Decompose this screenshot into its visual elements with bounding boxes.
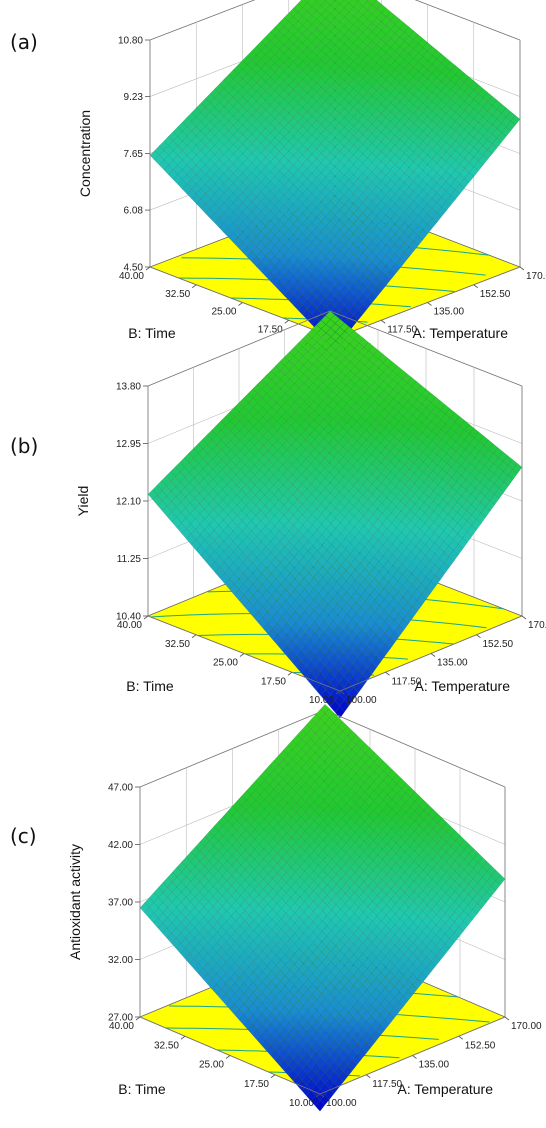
- y-tick-label: 32.50: [165, 639, 190, 650]
- y-tick-mark: [192, 635, 196, 638]
- y-tick-label: 10.00: [289, 1098, 314, 1109]
- response-surface: [150, 0, 520, 349]
- chart-panel-a: (a) 100.00117.50135.00152.50170.0010.001…: [0, 0, 546, 376]
- z-tick-label: 13.80: [116, 382, 141, 393]
- z-tick-label: 4.50: [124, 263, 144, 274]
- x-tick-mark: [522, 616, 526, 619]
- z-axis-title: Concentration: [77, 110, 93, 197]
- y-tick-label: 17.50: [258, 324, 283, 335]
- x-tick-label: 100.00: [346, 695, 377, 706]
- surface-plot: 100.00117.50135.00152.50170.0010.0017.50…: [0, 0, 546, 376]
- y-tick-label: 10.00: [309, 695, 334, 706]
- y-tick-mark: [192, 285, 196, 288]
- x-axis-title: A: Temperature: [415, 678, 511, 694]
- surface-plot: 100.00117.50135.00152.50170.0010.0017.50…: [0, 752, 546, 1128]
- chart-panel-b: (b) 100.00117.50135.00152.50170.0010.001…: [0, 376, 546, 752]
- x-tick-label: 170.00: [511, 1021, 542, 1032]
- z-tick-label: 27.00: [108, 1013, 133, 1024]
- z-tick-label: 42.00: [108, 840, 133, 851]
- z-tick-label: 12.10: [116, 497, 141, 508]
- x-axis-title: A: Temperature: [413, 325, 509, 341]
- x-tick-label: 152.50: [465, 1040, 496, 1051]
- x-tick-label: 152.50: [480, 289, 511, 300]
- y-axis-title: B: Time: [128, 325, 176, 341]
- y-tick-mark: [181, 1036, 185, 1039]
- y-tick-label: 25.00: [213, 658, 238, 669]
- x-tick-mark: [386, 672, 390, 675]
- x-tick-label: 100.00: [326, 1098, 357, 1109]
- y-tick-label: 25.00: [211, 307, 236, 318]
- x-tick-mark: [381, 320, 385, 323]
- x-tick-label: 170.00: [528, 620, 546, 631]
- z-tick-label: 9.23: [124, 92, 144, 103]
- x-tick-label: 152.50: [483, 639, 514, 650]
- y-tick-label: 32.50: [165, 289, 190, 300]
- x-tick-label: 135.00: [437, 658, 468, 669]
- y-tick-mark: [136, 1017, 140, 1020]
- z-tick-label: 6.08: [124, 206, 144, 217]
- surface-plot: 100.00117.50135.00152.50170.0010.0017.50…: [0, 376, 546, 752]
- chart-panel-c: (c) 100.00 117.50 135.00 152.50 170.00 10.00 1…: [0, 752, 546, 1128]
- y-axis-title: B: Time: [126, 678, 174, 694]
- y-tick-mark: [226, 1056, 230, 1059]
- x-tick-mark: [431, 654, 435, 657]
- y-tick-mark: [285, 320, 289, 323]
- y-tick-label: 25.00: [199, 1060, 224, 1071]
- x-tick-mark: [505, 1017, 509, 1020]
- y-tick-mark: [239, 303, 243, 306]
- z-tick-label: 10.40: [116, 612, 141, 623]
- y-tick-mark: [146, 267, 150, 270]
- z-tick-label: 7.65: [124, 149, 144, 160]
- y-tick-label: 17.50: [261, 676, 286, 687]
- z-axis-title: Yield: [75, 486, 91, 517]
- z-tick-label: 11.25: [117, 554, 142, 565]
- y-tick-label: 17.50: [244, 1079, 269, 1090]
- y-tick-mark: [288, 672, 292, 675]
- y-tick-mark: [144, 616, 148, 619]
- x-tick-mark: [477, 635, 481, 638]
- z-tick-label: 32.00: [108, 955, 133, 966]
- response-surface: [140, 704, 505, 1111]
- x-tick-mark: [366, 1075, 370, 1078]
- z-tick-label: 37.00: [108, 898, 133, 909]
- x-tick-mark: [413, 1056, 417, 1059]
- y-tick-label: 32.50: [154, 1040, 179, 1051]
- x-tick-label: 135.00: [434, 307, 465, 318]
- x-tick-mark: [428, 303, 432, 306]
- x-tick-mark: [520, 267, 524, 270]
- x-tick-label: 170.00: [526, 271, 546, 282]
- z-tick-label: 12.95: [116, 439, 141, 450]
- x-tick-mark: [474, 285, 478, 288]
- y-tick-mark: [271, 1075, 275, 1078]
- x-tick-mark: [459, 1036, 463, 1039]
- z-tick-label: 10.80: [118, 36, 143, 47]
- x-tick-label: 135.00: [419, 1060, 450, 1071]
- y-tick-mark: [240, 654, 244, 657]
